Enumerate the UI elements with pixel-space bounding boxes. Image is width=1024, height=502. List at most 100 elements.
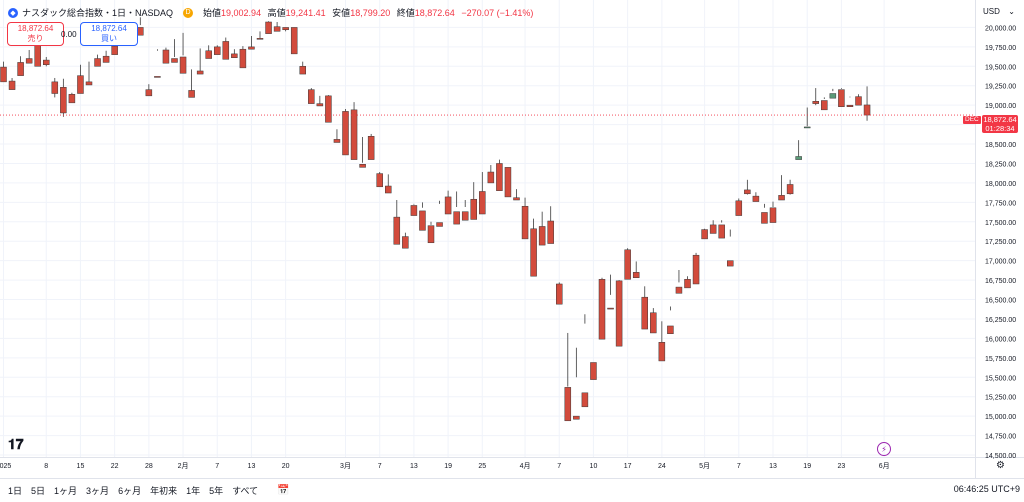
buy-label: 買い bbox=[101, 34, 117, 43]
range-1m[interactable]: 1ヶ月 bbox=[54, 486, 78, 496]
candle-body bbox=[658, 342, 666, 362]
candle bbox=[812, 88, 819, 106]
candle bbox=[402, 232, 409, 249]
candle-body bbox=[25, 58, 33, 64]
candle bbox=[641, 286, 648, 330]
candle-body bbox=[214, 46, 221, 55]
x-tick-label: 20 bbox=[282, 463, 290, 470]
buy-button[interactable]: 18,872.64 買い bbox=[80, 22, 138, 46]
candle-body bbox=[821, 100, 828, 111]
x-tick-label: 28 bbox=[145, 463, 153, 470]
range-3m[interactable]: 3ヶ月 bbox=[86, 486, 110, 496]
calendar-icon[interactable]: 📅 bbox=[277, 485, 290, 496]
candle bbox=[325, 95, 332, 123]
x-tick-label: 23 bbox=[838, 463, 846, 470]
candle-body bbox=[513, 197, 520, 201]
last-price-tag: DEC bbox=[963, 116, 981, 124]
close-value: 18,872.64 bbox=[414, 8, 455, 18]
sell-button[interactable]: 18,872.64 売り bbox=[7, 22, 64, 46]
candle bbox=[581, 314, 589, 408]
lightning-icon[interactable]: ⚡ bbox=[877, 442, 891, 456]
candle-body bbox=[51, 81, 59, 94]
range-5y[interactable]: 5年 bbox=[209, 486, 224, 496]
candle-body bbox=[316, 103, 324, 107]
candle-body bbox=[444, 196, 452, 215]
candle bbox=[863, 86, 871, 121]
nasdaq-logo-icon: ◆ bbox=[8, 7, 18, 18]
x-tick-label: 13 bbox=[248, 463, 256, 470]
candle bbox=[590, 362, 597, 380]
open-value: 19,002.94 bbox=[221, 8, 262, 18]
y-tick-label: 14,500.00 bbox=[985, 453, 1016, 460]
gear-icon[interactable]: ⚙ bbox=[996, 460, 1005, 471]
candle bbox=[214, 45, 221, 55]
candle bbox=[496, 159, 503, 191]
clock[interactable]: 06:46:25 UTC+9 bbox=[953, 484, 1020, 494]
dividend-badge[interactable]: D bbox=[183, 7, 194, 18]
range-1y[interactable]: 1年 bbox=[186, 486, 201, 496]
symbol-title[interactable]: ナスダック総合指数・1日・NASDAQ bbox=[22, 8, 174, 18]
candle bbox=[786, 179, 794, 195]
price-axis[interactable]: 14,500.00 14,750.00 15,000.00 15,250.00 15,5… bbox=[985, 25, 1016, 460]
y-tick-label: 14,750.00 bbox=[985, 434, 1016, 441]
x-tick-label: 2月 bbox=[178, 462, 189, 470]
candle-body bbox=[248, 46, 255, 50]
candle bbox=[624, 248, 631, 280]
candle bbox=[444, 190, 452, 215]
candle bbox=[102, 50, 110, 63]
candle-body bbox=[521, 205, 529, 240]
range-1d[interactable]: 1日 bbox=[8, 486, 23, 496]
candle bbox=[154, 49, 161, 78]
candle-body bbox=[196, 70, 204, 75]
candle-body bbox=[496, 163, 503, 191]
range-ytd[interactable]: 年初来 bbox=[150, 486, 178, 496]
candle bbox=[256, 31, 264, 40]
candle-body bbox=[735, 200, 743, 216]
range-all[interactable]: すべて bbox=[232, 486, 259, 496]
candle-body bbox=[393, 216, 401, 245]
candle bbox=[385, 174, 392, 194]
candle-body bbox=[650, 312, 657, 334]
candle bbox=[60, 78, 67, 117]
candle-body bbox=[701, 229, 708, 240]
x-tick-label: 6月 bbox=[879, 462, 890, 470]
candle-body bbox=[581, 392, 589, 408]
candle-body bbox=[427, 225, 435, 244]
candle bbox=[25, 49, 33, 64]
candle-body bbox=[769, 207, 777, 223]
candle bbox=[376, 172, 383, 188]
candle-body bbox=[461, 211, 469, 221]
candlestick-series bbox=[0, 17, 871, 422]
candle-body bbox=[641, 296, 648, 330]
x-tick-label: 24 bbox=[658, 463, 666, 470]
y-tick-label: 15,250.00 bbox=[985, 395, 1016, 402]
candle-body bbox=[94, 58, 101, 67]
candle bbox=[410, 203, 418, 216]
price-chart[interactable]: 14,500.00 14,750.00 15,000.00 15,250.00 15,5… bbox=[0, 0, 1024, 478]
candle bbox=[290, 27, 298, 55]
candle bbox=[650, 308, 657, 334]
tradingview-logo-icon[interactable]: 𝟏𝟕 bbox=[8, 436, 24, 452]
candle bbox=[675, 269, 683, 294]
candle bbox=[85, 61, 93, 86]
candle-body bbox=[547, 220, 554, 244]
x-tick-label: 22 bbox=[111, 463, 119, 470]
low-value: 18,799.20 bbox=[350, 8, 391, 18]
range-5d[interactable]: 5日 bbox=[31, 486, 46, 496]
candle-body bbox=[0, 66, 7, 83]
candle-body bbox=[265, 21, 272, 34]
y-tick-label: 17,000.00 bbox=[985, 259, 1016, 266]
ohlc-values: 始値19,002.94 高値19,241.41 安値18,799.20 終値18… bbox=[203, 6, 537, 19]
open-label: 始値 bbox=[203, 8, 222, 18]
range-6m[interactable]: 6ヶ月 bbox=[118, 486, 142, 496]
candle-body bbox=[188, 90, 195, 98]
change-value: −270.07 (−1.41%) bbox=[461, 8, 534, 18]
time-axis[interactable]: 2025 8 15 22 28 2月 7 13 20 3月 7 13 19 25 4月 7 10 17 24 5月 7 1… bbox=[0, 462, 890, 470]
candle-body bbox=[256, 38, 264, 40]
chart-grid bbox=[0, 0, 975, 457]
currency-select[interactable]: USD ⌄ bbox=[980, 4, 1018, 18]
candle bbox=[795, 140, 802, 160]
candle bbox=[453, 191, 460, 225]
candle-body bbox=[205, 50, 212, 59]
candle bbox=[513, 189, 520, 201]
